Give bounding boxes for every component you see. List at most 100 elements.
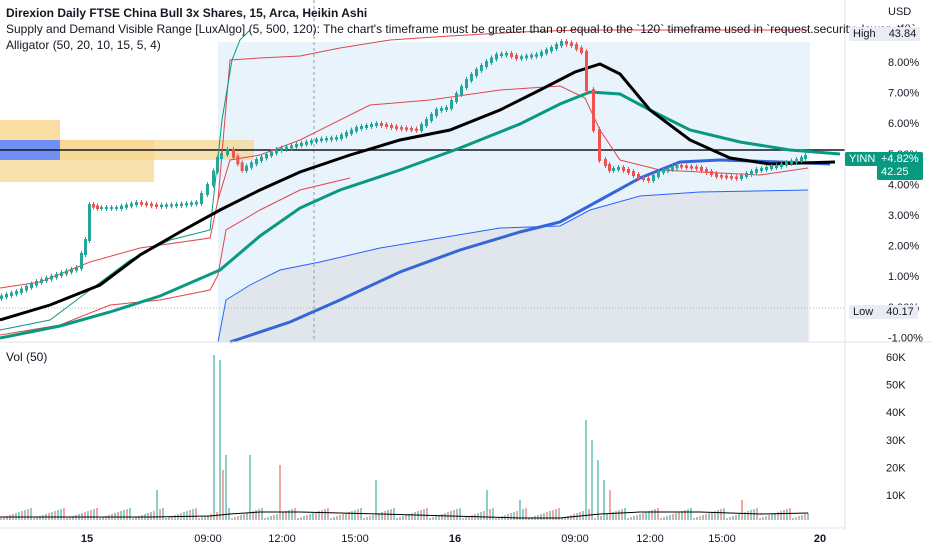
- volume-bar: [90, 510, 92, 520]
- volume-ma-line: [0, 511, 809, 519]
- volume-bar: [711, 512, 713, 520]
- volume-bar: [768, 515, 770, 520]
- volume-bar: [294, 508, 296, 520]
- candle-body: [255, 159, 258, 165]
- candle-body: [662, 169, 665, 173]
- volume-bar: [60, 509, 62, 520]
- candle-body: [212, 170, 215, 186]
- volume-bar: [510, 513, 512, 520]
- volume-bar: [333, 517, 335, 520]
- lower-range-line: [217, 189, 809, 343]
- candle-body: [125, 204, 128, 208]
- candle-body: [88, 204, 91, 241]
- candle-body: [216, 157, 219, 173]
- volume-bar: [525, 508, 527, 520]
- volume-bar: [222, 470, 224, 520]
- candle-body: [40, 279, 43, 283]
- volume-bar: [39, 516, 41, 520]
- volume-bar: [195, 508, 197, 520]
- candle-body: [627, 169, 630, 173]
- volume-bar: [609, 490, 611, 520]
- candle-body: [206, 184, 209, 195]
- candle-body: [705, 169, 708, 173]
- volume-bar: [207, 515, 209, 520]
- indicator-alligator[interactable]: Alligator (50, 20, 10, 15, 5, 4): [6, 38, 161, 52]
- volume-bar: [168, 517, 170, 520]
- currency-label: USD: [888, 6, 911, 18]
- x-tick-label: 09:00: [194, 533, 222, 545]
- candle-body: [440, 108, 443, 111]
- candle-body: [170, 204, 173, 207]
- mid-band-red: [0, 85, 809, 289]
- candle-body: [666, 168, 670, 172]
- volume-bar: [408, 514, 410, 520]
- candle-body: [804, 155, 807, 159]
- volume-bar: [750, 510, 752, 520]
- volume-bar: [204, 516, 206, 520]
- candle-body: [740, 175, 743, 179]
- candle-body: [180, 203, 183, 206]
- volume-bar: [198, 518, 200, 520]
- candle-body: [770, 166, 773, 169]
- volume-bar: [684, 510, 686, 520]
- volume-bar: [618, 510, 620, 520]
- volume-bar: [96, 508, 98, 520]
- volume-bar: [99, 518, 101, 520]
- volume-bar: [753, 509, 755, 520]
- volume-bar: [648, 511, 650, 520]
- volume-bar: [720, 509, 722, 520]
- candle-body: [695, 166, 698, 169]
- volume-bar: [630, 517, 632, 520]
- candle-body: [765, 167, 768, 170]
- volume-bar: [585, 420, 587, 520]
- volume-bar: [297, 518, 299, 520]
- volume-bar: [681, 511, 683, 520]
- volume-bar: [744, 512, 746, 520]
- volume-bar: [741, 500, 743, 520]
- volume-bar: [291, 509, 293, 520]
- volume-bar: [165, 518, 167, 520]
- volume-bar: [237, 516, 239, 520]
- volume-bar: [342, 514, 344, 520]
- volume-bar: [513, 512, 515, 520]
- volume-bar: [234, 517, 236, 520]
- candle-body: [715, 173, 718, 177]
- lower-range-area: [218, 190, 808, 342]
- volume-bar: [93, 509, 95, 520]
- candle-body: [360, 126, 363, 129]
- volume-bar: [540, 514, 542, 520]
- volume-bar: [570, 515, 572, 520]
- volume-bar: [624, 508, 626, 520]
- volume-bar: [588, 509, 590, 520]
- y-tick-label: 3.00%: [888, 210, 919, 222]
- candle-body: [330, 137, 333, 140]
- volume-bar: [327, 508, 329, 520]
- indicator-supply-demand[interactable]: Supply and Demand Visible Range [LuxAlgo…: [6, 22, 919, 36]
- volume-bar: [372, 515, 374, 520]
- volume-bar: [186, 511, 188, 520]
- volume-bar: [591, 440, 593, 520]
- volume-bar: [231, 518, 233, 520]
- vol-tick-label: 50K: [886, 380, 906, 392]
- volume-bar: [777, 512, 779, 520]
- candle-body: [275, 149, 278, 154]
- y-tick-label: 7.00%: [888, 88, 919, 100]
- candle-body: [730, 176, 733, 179]
- volume-bar: [18, 512, 20, 520]
- volume-bar: [726, 518, 728, 520]
- candle-body: [15, 291, 18, 295]
- volume-bar: [243, 514, 245, 520]
- volume-bar: [678, 512, 680, 520]
- candle-body: [592, 89, 595, 131]
- candle-body: [540, 51, 543, 56]
- candle-body: [425, 119, 428, 126]
- volume-bar: [546, 512, 548, 520]
- candle-body: [535, 54, 538, 57]
- candle-body: [240, 162, 244, 171]
- candle-body: [680, 165, 683, 168]
- high-tag: High 43.84: [849, 27, 921, 41]
- candle-body: [92, 204, 95, 208]
- candle-body: [315, 139, 318, 143]
- volume-bar: [426, 508, 428, 520]
- volume-title[interactable]: Vol (50): [6, 350, 48, 364]
